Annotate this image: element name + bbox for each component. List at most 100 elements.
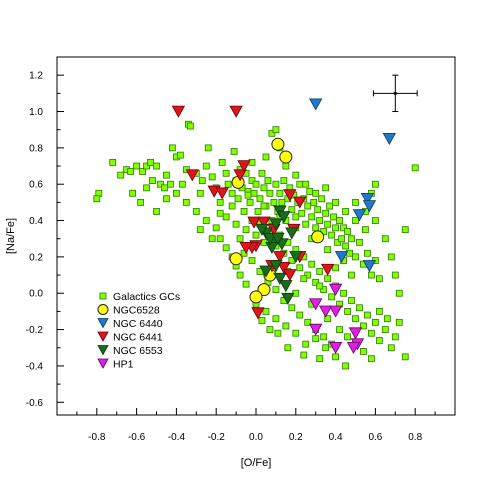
data-point — [163, 171, 170, 179]
legend-marker — [97, 358, 109, 369]
data-point — [279, 150, 293, 164]
x-tick-label: 0.2 — [289, 432, 303, 443]
data-point — [239, 242, 253, 255]
data-point — [252, 180, 260, 188]
data-point — [293, 196, 307, 209]
data-point — [240, 208, 248, 215]
data-point — [153, 162, 160, 170]
data-point — [236, 235, 244, 243]
data-point — [334, 251, 349, 264]
data-point — [234, 195, 242, 203]
x-tick-label: 0.0 — [249, 432, 263, 443]
data-point — [282, 322, 290, 330]
data-point — [348, 271, 355, 279]
data-point — [328, 305, 343, 318]
data-point — [336, 217, 343, 224]
data-point — [244, 191, 252, 199]
data-point — [171, 105, 186, 118]
data-point — [352, 217, 359, 224]
data-point — [274, 329, 282, 337]
data-point — [401, 226, 409, 234]
data-point — [242, 280, 250, 288]
error-bar-center — [393, 91, 397, 95]
data-point — [262, 153, 270, 161]
data-point — [143, 184, 150, 192]
data-point — [352, 315, 359, 323]
data-point — [260, 184, 268, 192]
data-point — [259, 265, 273, 278]
data-point — [300, 275, 308, 283]
data-point — [320, 263, 335, 276]
data-point — [289, 251, 303, 264]
series-ngc-6440 — [309, 98, 397, 273]
y-tick-label: 0.0 — [29, 289, 43, 300]
error-bar — [372, 74, 418, 113]
data-point — [250, 189, 258, 197]
data-point — [326, 202, 334, 210]
data-point — [143, 162, 150, 170]
data-point — [272, 180, 280, 188]
data-point — [304, 318, 312, 326]
data-point — [368, 329, 375, 337]
data-point — [344, 308, 351, 315]
data-point — [192, 208, 200, 215]
data-point — [280, 177, 288, 184]
data-point — [215, 187, 229, 200]
y-tick-label: 0.6 — [29, 180, 43, 191]
data-point — [288, 206, 296, 214]
data-point — [272, 286, 280, 294]
data-point — [270, 198, 278, 206]
data-point — [258, 317, 266, 324]
data-point — [304, 202, 312, 210]
data-point — [395, 318, 403, 326]
data-point — [318, 305, 333, 318]
y-tick-label: -0.6 — [26, 398, 44, 409]
data-point — [362, 226, 369, 234]
data-point — [362, 200, 377, 213]
data-point — [371, 180, 379, 188]
data-point — [271, 232, 285, 245]
legend-label: NGC6528 — [113, 305, 160, 317]
data-point — [233, 169, 247, 182]
data-point — [312, 335, 320, 343]
data-point — [198, 177, 206, 184]
data-point — [375, 308, 383, 315]
data-point — [230, 148, 238, 155]
data-point — [328, 231, 336, 239]
data-point — [285, 227, 299, 240]
data-point — [344, 228, 351, 235]
data-point — [222, 244, 230, 252]
data-point — [352, 209, 367, 222]
data-point — [272, 315, 280, 323]
data-point — [342, 362, 349, 370]
data-point — [311, 230, 325, 244]
data-point — [302, 340, 310, 348]
legend-item: HP1 — [97, 358, 134, 371]
data-point — [371, 318, 379, 326]
data-point — [93, 195, 101, 203]
data-point — [344, 333, 351, 341]
y-axis-ticks: -0.6 -0.4 -0.2 0.0 0.2 0.4 0.6 0.8 1.0 1.2 — [26, 71, 64, 409]
legend-item: NGC 6441 — [97, 331, 163, 344]
data-point — [258, 169, 266, 177]
data-point — [356, 304, 363, 312]
data-point — [391, 271, 399, 279]
data-point — [296, 264, 304, 272]
legend-item: NGC6528 — [97, 304, 160, 317]
data-point — [256, 195, 264, 203]
y-tick-label: 0.8 — [29, 143, 43, 154]
legend-marker — [97, 318, 109, 329]
data-point — [196, 189, 204, 197]
data-point — [316, 217, 324, 224]
data-point — [342, 242, 349, 250]
data-point — [383, 315, 391, 323]
y-tick-label: -0.4 — [26, 361, 44, 372]
legend-marker — [97, 331, 109, 342]
data-point — [212, 224, 220, 232]
x-tick-label: -0.8 — [88, 432, 106, 443]
data-point — [348, 235, 355, 243]
series-ngc-6441 — [171, 105, 335, 320]
data-point — [381, 326, 389, 333]
data-point — [306, 188, 314, 195]
data-point — [246, 198, 254, 206]
